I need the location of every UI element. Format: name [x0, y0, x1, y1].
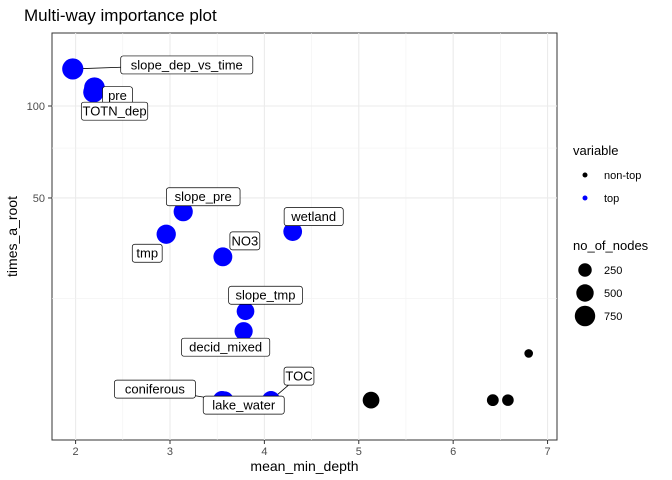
data-point: [283, 222, 303, 241]
legend-size-title: no_of_nodes: [573, 238, 649, 253]
point-label-box: [202, 395, 285, 415]
data-point: [156, 224, 176, 244]
data-point: [524, 349, 534, 358]
data-point: [486, 394, 499, 407]
x-tick-label: 6: [450, 446, 456, 458]
legend-color-label: non-top: [604, 170, 641, 182]
point-label: wetland: [290, 209, 336, 224]
x-axis-title: mean_min_depth: [250, 458, 358, 474]
y-tick-label: 50: [33, 193, 45, 205]
legend-color-label: top: [604, 193, 619, 205]
point-label-box: [283, 366, 315, 386]
point-label-box: [166, 187, 241, 207]
point-label-box: [283, 207, 344, 226]
data-point: [502, 394, 514, 406]
data-point: [362, 391, 380, 409]
x-tick-label: 3: [167, 446, 173, 458]
legend-size-key: [576, 284, 594, 302]
data-point: [62, 58, 84, 80]
data-point: [213, 247, 233, 267]
y-axis-title: times_a_root: [4, 196, 20, 277]
point-label-box: [80, 101, 149, 121]
legend-size-key: [574, 305, 596, 327]
point-label: TOC: [285, 369, 312, 384]
point-label-box: [114, 379, 196, 399]
data-point: [173, 202, 193, 222]
x-tick-label: 7: [544, 446, 550, 458]
data-point: [234, 322, 253, 341]
chart-title: Multi-way importance plot: [24, 6, 217, 25]
legend-variable-title: variable: [573, 143, 619, 158]
x-tick-label: 4: [261, 446, 267, 458]
point-label: decid_mixed: [189, 340, 262, 355]
point-label-box: [120, 55, 254, 75]
point-label-box: [229, 231, 261, 251]
data-point: [83, 81, 104, 103]
x-tick-label: 2: [73, 446, 79, 458]
axis-ticks: 2 3 4 5 6 7 50 100: [27, 101, 551, 458]
point-label: slope_pre: [175, 189, 232, 204]
data-points: [62, 58, 534, 410]
data-point: [236, 302, 255, 321]
point-label-box: [131, 243, 163, 263]
legend-size-label: 500: [604, 288, 622, 300]
point-label-box: [181, 337, 271, 357]
x-tick-label: 5: [356, 446, 362, 458]
legend-size-label: 250: [604, 265, 622, 277]
y-tick-label: 100: [27, 101, 45, 113]
point-label: slope_dep_vs_time: [131, 57, 243, 72]
point-label-box: [228, 285, 303, 305]
point-label: lake_water: [212, 398, 276, 413]
legend: variable no_of_nodes non-top top 250 500 750: [573, 143, 649, 327]
grid-lines: [52, 33, 557, 440]
point-label: pre: [108, 88, 127, 103]
point-label: slope_tmp: [236, 288, 296, 303]
point-label: tmp: [136, 246, 158, 261]
point-label: NO3: [231, 233, 258, 248]
legend-size-label: 750: [604, 311, 622, 323]
legend-size-key: [578, 263, 592, 277]
point-label: TOTN_dep: [82, 104, 146, 119]
legend-color-key: [582, 172, 588, 178]
legend-color-key: [582, 195, 588, 201]
point-label: coniferous: [125, 382, 185, 397]
